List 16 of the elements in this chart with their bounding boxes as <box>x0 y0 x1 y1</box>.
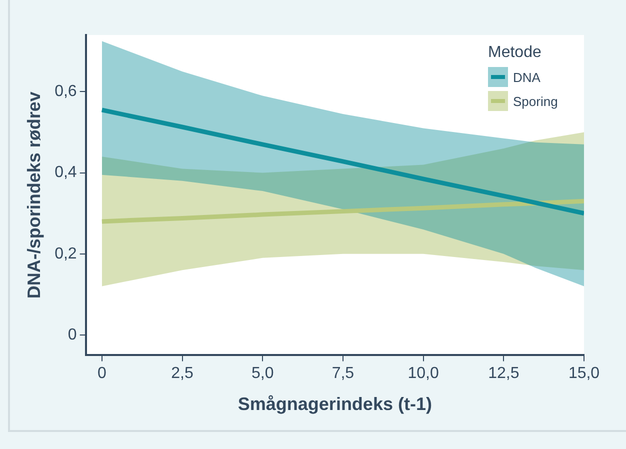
x-tick-label: 5,0 <box>251 365 274 382</box>
y-tick-label: 0 <box>68 326 77 344</box>
x-tick-label: 2,5 <box>171 365 194 382</box>
y-tick-label: 0,6 <box>54 83 77 100</box>
x-axis-title: Smågnagerindeks (t-1) <box>238 394 432 414</box>
x-tick-label: 10,0 <box>408 365 439 382</box>
legend-label: Sporing <box>513 94 558 108</box>
legend-title: Metode <box>488 44 542 62</box>
x-tick-label: 15,0 <box>568 365 600 382</box>
x-tick-label: 7,5 <box>332 365 354 382</box>
x-tick-label: 12,5 <box>488 365 520 382</box>
x-tick-label: 0 <box>97 365 106 382</box>
y-tick-label: 0,2 <box>54 245 77 262</box>
y-axis-title: DNA-/sporindeks rødrev <box>24 92 44 299</box>
y-tick-label: 0,4 <box>54 164 77 182</box>
legend-label: DNA <box>513 70 540 84</box>
